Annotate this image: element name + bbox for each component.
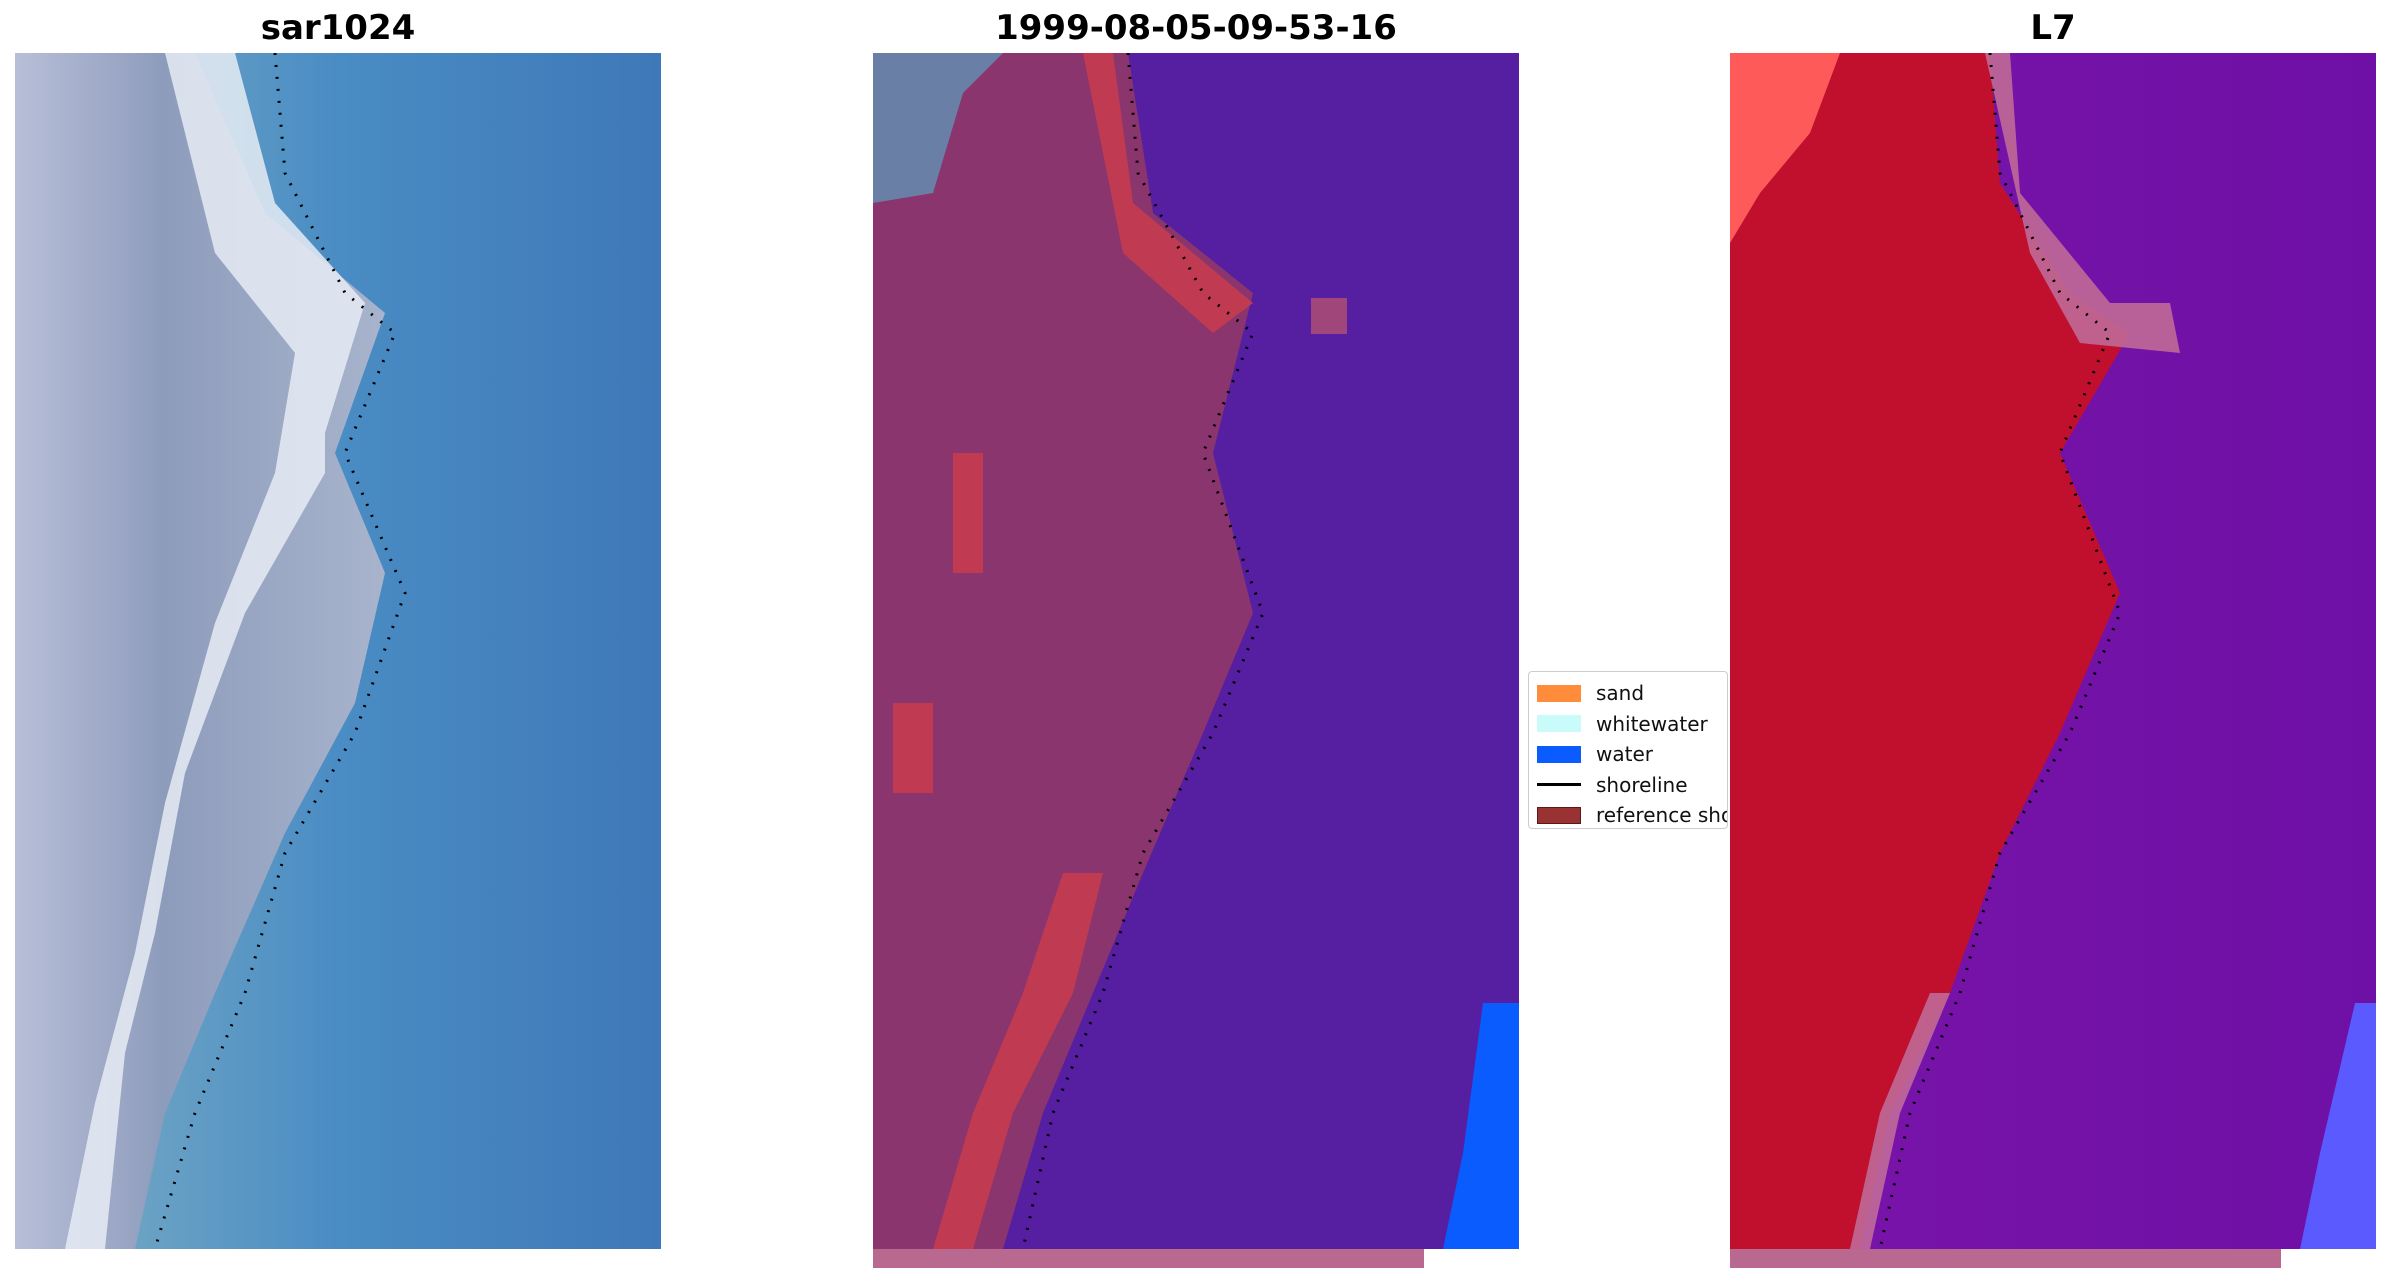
legend-item-shoreline: shoreline xyxy=(1529,770,1727,801)
reference-shoreline-swatch xyxy=(1537,806,1581,824)
legend-label: shoreline xyxy=(1596,772,1688,797)
shoreline-swatch xyxy=(1537,783,1581,787)
reference-buffer-strip-index xyxy=(1730,1249,2281,1268)
shoreline xyxy=(153,53,407,1249)
whitewater-swatch xyxy=(1537,715,1581,733)
legend-item-reference-shoreline: reference shoreline buffer xyxy=(1529,800,1727,828)
legend-label: whitewater xyxy=(1596,711,1708,736)
reference-buffer-strip-classified xyxy=(873,1249,1424,1268)
legend-label: sand xyxy=(1596,681,1645,706)
legend-item-whitewater: whitewater xyxy=(1529,709,1727,740)
legend: sand whitewater water shoreline referenc… xyxy=(1528,671,1728,829)
classified-image-panel xyxy=(873,53,1519,1249)
legend-item-water: water xyxy=(1529,739,1727,770)
land-red xyxy=(1730,53,2130,1249)
water-patch xyxy=(1443,1003,1519,1249)
rgb-image-panel xyxy=(15,53,661,1249)
sand-area xyxy=(873,53,1253,1249)
whitewater-patch-1 xyxy=(953,453,983,573)
legend-label: reference shoreline buffer xyxy=(1596,803,1727,828)
shore-transition xyxy=(1985,53,2180,353)
land-bright-corner xyxy=(1730,53,1840,243)
index-image-panel xyxy=(1730,53,2376,1249)
panel-title-index: L7 xyxy=(2030,8,2076,48)
water-edge xyxy=(2300,1003,2376,1249)
panel-title-rgb: sar1024 xyxy=(260,8,416,48)
legend-item-sand: sand xyxy=(1529,678,1727,709)
sand-speck xyxy=(1311,298,1347,334)
whitewater-patch-2 xyxy=(893,703,933,793)
sand-swatch xyxy=(1537,684,1581,702)
whitewater-band xyxy=(65,53,365,1249)
land-light xyxy=(873,53,1003,203)
reference-buffer-band-low xyxy=(933,873,1103,1249)
reference-buffer-band xyxy=(1083,53,1253,333)
shore-transition-low xyxy=(1850,993,1950,1249)
legend-label: water xyxy=(1596,742,1653,767)
water-swatch xyxy=(1537,745,1581,763)
land-area xyxy=(15,53,385,1249)
panel-title-classified: 1999-08-05-09-53-16 xyxy=(995,8,1397,48)
